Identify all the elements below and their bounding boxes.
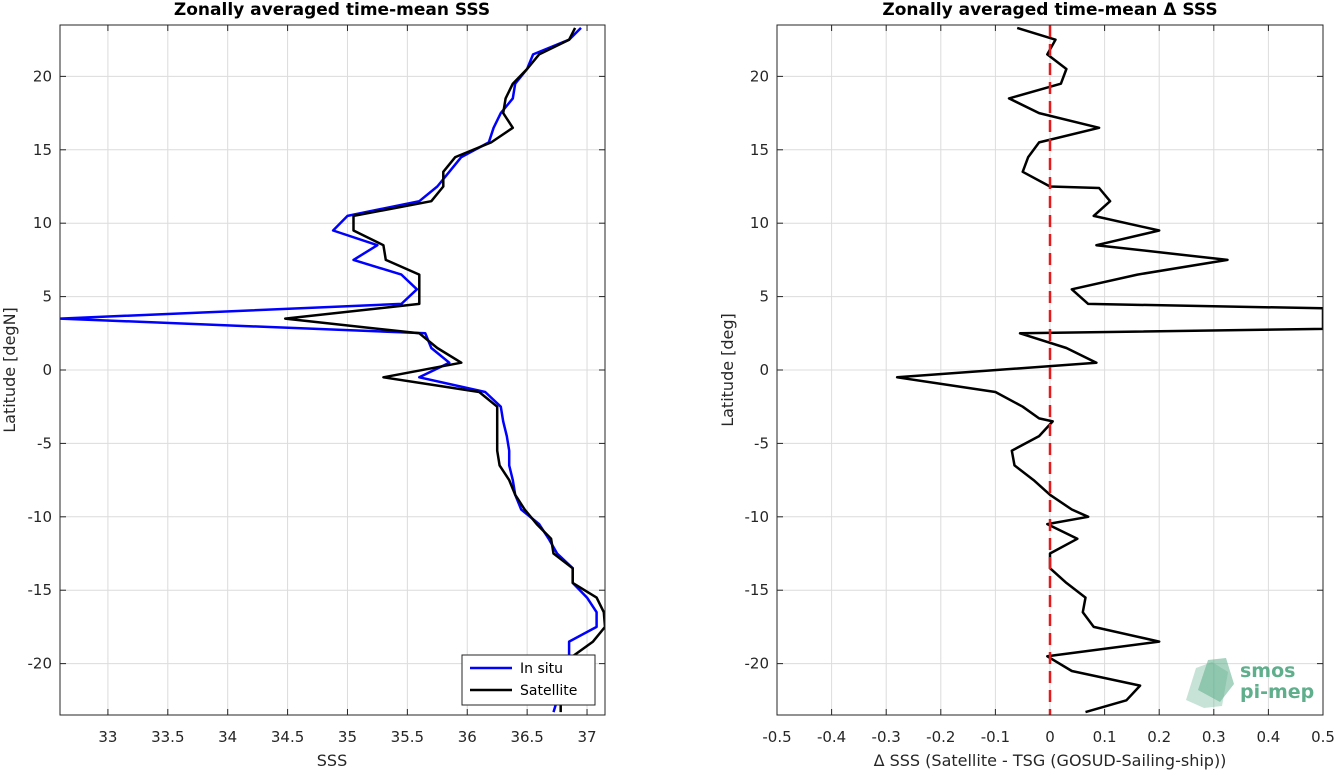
delta-sss-series-lines — [895, 25, 1323, 715]
y-tick-label: 20 — [33, 67, 52, 85]
x-tick-label: 0.2 — [1147, 728, 1171, 746]
legend-label-in-situ: In situ — [520, 661, 563, 677]
y-tick-label: 10 — [750, 214, 769, 232]
x-tick-label: 35.5 — [391, 728, 424, 746]
y-tick-label: -10 — [28, 508, 53, 526]
y-tick-label: 10 — [33, 214, 52, 232]
sss-chart-title: Zonally averaged time-mean SSS — [174, 0, 490, 20]
x-tick-label: -0.4 — [817, 728, 846, 746]
y-tick-label: 5 — [42, 288, 52, 306]
series-line-satellite — [283, 27, 605, 713]
series-line-in-situ — [60, 27, 598, 713]
sss-x-axis-label: SSS — [317, 751, 347, 770]
x-tick-label: -0.5 — [762, 728, 791, 746]
sss-tick-labels: 33 33.5 34 34.5 35 35.5 36 36.5 37 -20 -15 -10 -5 0 5 1… — [28, 67, 597, 746]
y-tick-label: 15 — [750, 141, 769, 159]
x-tick-label: 33.5 — [151, 728, 184, 746]
sss-grid — [60, 25, 605, 715]
delta-sss-panel: Zonally averaged time-mean Δ SSS -0.5 -0.… — [718, 0, 1335, 770]
logo-shape-front — [1198, 658, 1234, 702]
delta-sss-y-axis-label: Latitude [deg] — [718, 313, 737, 427]
sss-panel: Zonally averaged time-mean SSS 33 33.5 34 3… — [0, 0, 606, 770]
x-tick-label: 34.5 — [271, 728, 304, 746]
delta-sss-line — [895, 26, 1323, 714]
smos-pimep-logo: smos pi-mep — [1186, 658, 1314, 708]
y-tick-label: 0 — [759, 361, 769, 379]
delta-sss-x-axis-label: Δ SSS (Satellite - TSG (GOSUD-Sailing-sh… — [874, 751, 1227, 770]
x-tick-label: 36 — [458, 728, 477, 746]
y-tick-label: -10 — [745, 508, 770, 526]
x-tick-label: 34 — [218, 728, 237, 746]
y-tick-label: 0 — [42, 361, 52, 379]
y-tick-label: 20 — [750, 67, 769, 85]
x-tick-label: -0.3 — [872, 728, 901, 746]
y-tick-label: 5 — [759, 288, 769, 306]
x-tick-label: 0.4 — [1256, 728, 1280, 746]
sss-axes-frame — [59, 24, 606, 716]
sss-y-axis-label: Latitude [degN] — [0, 307, 19, 433]
delta-sss-chart-title: Zonally averaged time-mean Δ SSS — [882, 0, 1217, 20]
y-tick-label: -5 — [754, 434, 769, 452]
legend-label-satellite: Satellite — [520, 683, 577, 699]
x-tick-label: 36.5 — [510, 728, 543, 746]
x-tick-label: 33 — [98, 728, 117, 746]
y-tick-label: 15 — [33, 141, 52, 159]
x-tick-label: 0 — [1045, 728, 1055, 746]
y-tick-label: -15 — [28, 581, 53, 599]
x-tick-label: 37 — [577, 728, 596, 746]
x-tick-label: -0.1 — [981, 728, 1010, 746]
x-tick-label: 0.5 — [1311, 728, 1335, 746]
x-tick-label: -0.2 — [926, 728, 955, 746]
legend-box — [461, 654, 596, 706]
delta-sss-tick-labels: -0.5 -0.4 -0.3 -0.2 -0.1 0 0.1 0.2 0.3 0.4 0.5 -20 -… — [745, 67, 1335, 746]
x-tick-label: 35 — [338, 728, 357, 746]
logo-text-smos: smos — [1240, 660, 1295, 682]
logo-text-pimep: pi-mep — [1240, 681, 1314, 703]
sss-series-lines — [60, 27, 605, 713]
y-tick-label: -20 — [745, 655, 770, 673]
x-tick-label: 0.1 — [1093, 728, 1117, 746]
sss-legend: In situ Satellite — [461, 654, 596, 706]
y-tick-label: -20 — [28, 655, 53, 673]
y-tick-label: -5 — [37, 434, 52, 452]
x-tick-label: 0.3 — [1202, 728, 1226, 746]
y-tick-label: -15 — [745, 581, 770, 599]
delta-sss-axes-frame — [776, 24, 1324, 716]
